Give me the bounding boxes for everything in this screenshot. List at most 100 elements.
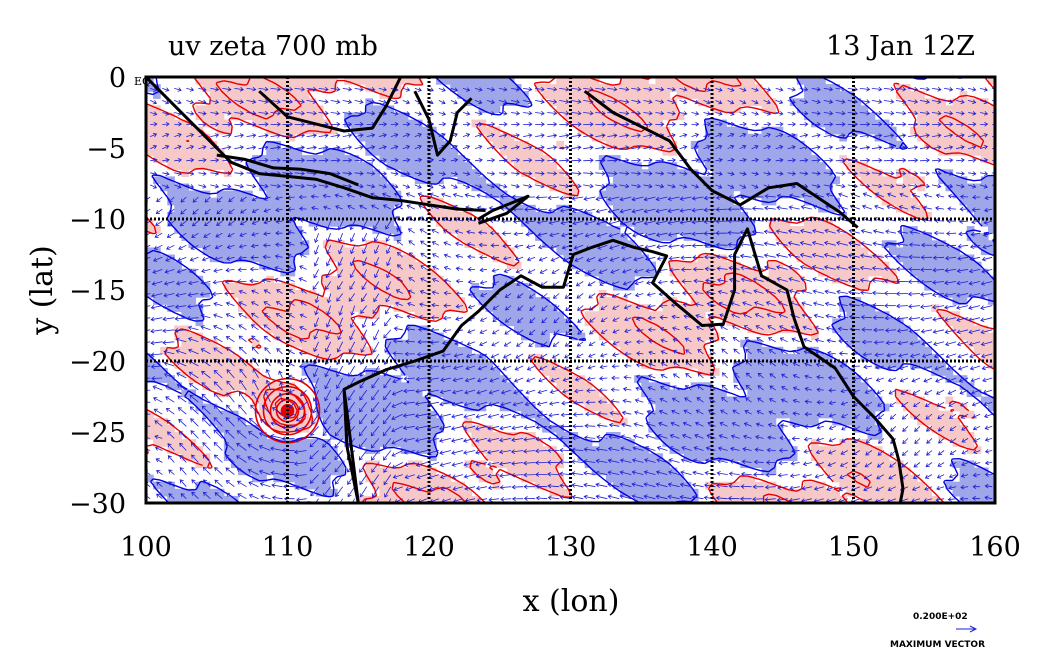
shade-cell — [655, 332, 664, 341]
shade-cell — [655, 311, 664, 319]
shade-cell — [839, 460, 848, 469]
shade-cell — [796, 240, 805, 248]
shade-cell — [195, 155, 204, 163]
shade-cell — [344, 219, 352, 227]
shade-cell — [358, 247, 366, 256]
shade-cell — [315, 84, 324, 92]
shade-cell — [584, 247, 593, 256]
shade-cell — [351, 389, 359, 398]
shade-cell — [209, 233, 218, 241]
shade-cell — [761, 424, 770, 433]
shade-cell — [697, 211, 706, 220]
shade-cell — [287, 474, 296, 483]
shade-cell — [393, 247, 402, 256]
shade-cell — [457, 226, 465, 234]
shade-cell — [966, 112, 975, 121]
shade-cell — [846, 268, 855, 277]
shade-cell — [287, 311, 296, 319]
shade-cell — [252, 240, 260, 248]
shade-cell — [351, 410, 359, 419]
shade-cell — [832, 240, 840, 248]
shade-cell — [775, 219, 784, 227]
shade-cell — [747, 396, 756, 405]
shade-cell — [627, 183, 635, 192]
shade-cell — [563, 233, 572, 241]
shade-cell — [754, 140, 763, 149]
shade-cell — [966, 460, 975, 469]
shade-cell — [570, 112, 579, 121]
shade-cell — [662, 467, 671, 476]
shade-cell — [351, 211, 359, 220]
shade-cell — [803, 254, 812, 263]
shade-cell — [209, 219, 218, 227]
shade-cell — [775, 233, 784, 241]
shade-cell — [252, 297, 260, 305]
shade-cell — [789, 403, 798, 412]
shade-cell — [436, 481, 444, 490]
shade-cell — [761, 453, 770, 461]
shade-cell — [662, 410, 671, 419]
shade-cell — [683, 424, 692, 433]
shade-cell — [754, 169, 763, 177]
shade-cell — [393, 403, 402, 412]
shade-cell — [903, 183, 911, 192]
shade-cell — [648, 467, 656, 476]
shade-cell — [301, 126, 310, 135]
shade-cell — [832, 119, 840, 128]
shade-cell — [605, 190, 614, 199]
shade-cell — [266, 176, 274, 185]
shade-cell — [719, 140, 727, 149]
shade-cell — [266, 226, 274, 234]
shade-cell — [436, 197, 444, 206]
shade-cell — [400, 353, 409, 362]
shade-cell — [747, 140, 756, 149]
shade-cell — [429, 467, 437, 476]
shade-cell — [273, 112, 282, 121]
shade-cell — [789, 453, 798, 461]
shade-cell — [230, 353, 239, 362]
shade-cell — [747, 282, 756, 291]
shade-cell — [478, 396, 487, 405]
shade-cell — [740, 481, 748, 490]
shade-cell — [188, 297, 197, 305]
shade-cell — [174, 446, 182, 454]
shade-cell — [301, 155, 310, 163]
shade-cell — [237, 226, 246, 234]
shade-cell — [796, 155, 805, 163]
shade-cell — [754, 325, 763, 334]
shade-cell — [570, 119, 579, 128]
shade-cell — [209, 346, 218, 355]
shade-cell — [528, 332, 536, 341]
shade-cell — [952, 488, 961, 497]
shade-cell — [726, 91, 734, 99]
shade-cell — [195, 361, 204, 369]
shade-cell — [917, 204, 925, 213]
shade-cell — [917, 339, 925, 348]
shade-cell — [782, 226, 791, 234]
shade-cell — [832, 474, 840, 483]
shade-cell — [485, 226, 494, 234]
shade-cell — [591, 247, 600, 256]
shade-cell — [881, 311, 890, 319]
shade-cell — [167, 140, 175, 149]
shade-cell — [400, 155, 409, 163]
shade-cell — [874, 176, 883, 185]
shade-cell — [471, 91, 480, 99]
shade-cell — [704, 254, 713, 263]
shade-cell — [329, 396, 338, 405]
shade-cell — [980, 346, 989, 355]
shade-cell — [570, 233, 579, 241]
shade-cell — [825, 105, 833, 114]
shade-cell — [690, 290, 699, 298]
shade-cell — [414, 126, 423, 135]
shade-cell — [421, 197, 430, 206]
shade-cell — [485, 439, 494, 447]
shade-cell — [874, 467, 883, 476]
shade-cell — [747, 474, 756, 483]
shade-cell — [471, 403, 480, 412]
shade-cell — [712, 439, 720, 447]
shade-cell — [195, 311, 204, 319]
shade-cell — [245, 240, 253, 248]
shade-cell — [917, 126, 925, 135]
shade-cell — [528, 460, 536, 469]
